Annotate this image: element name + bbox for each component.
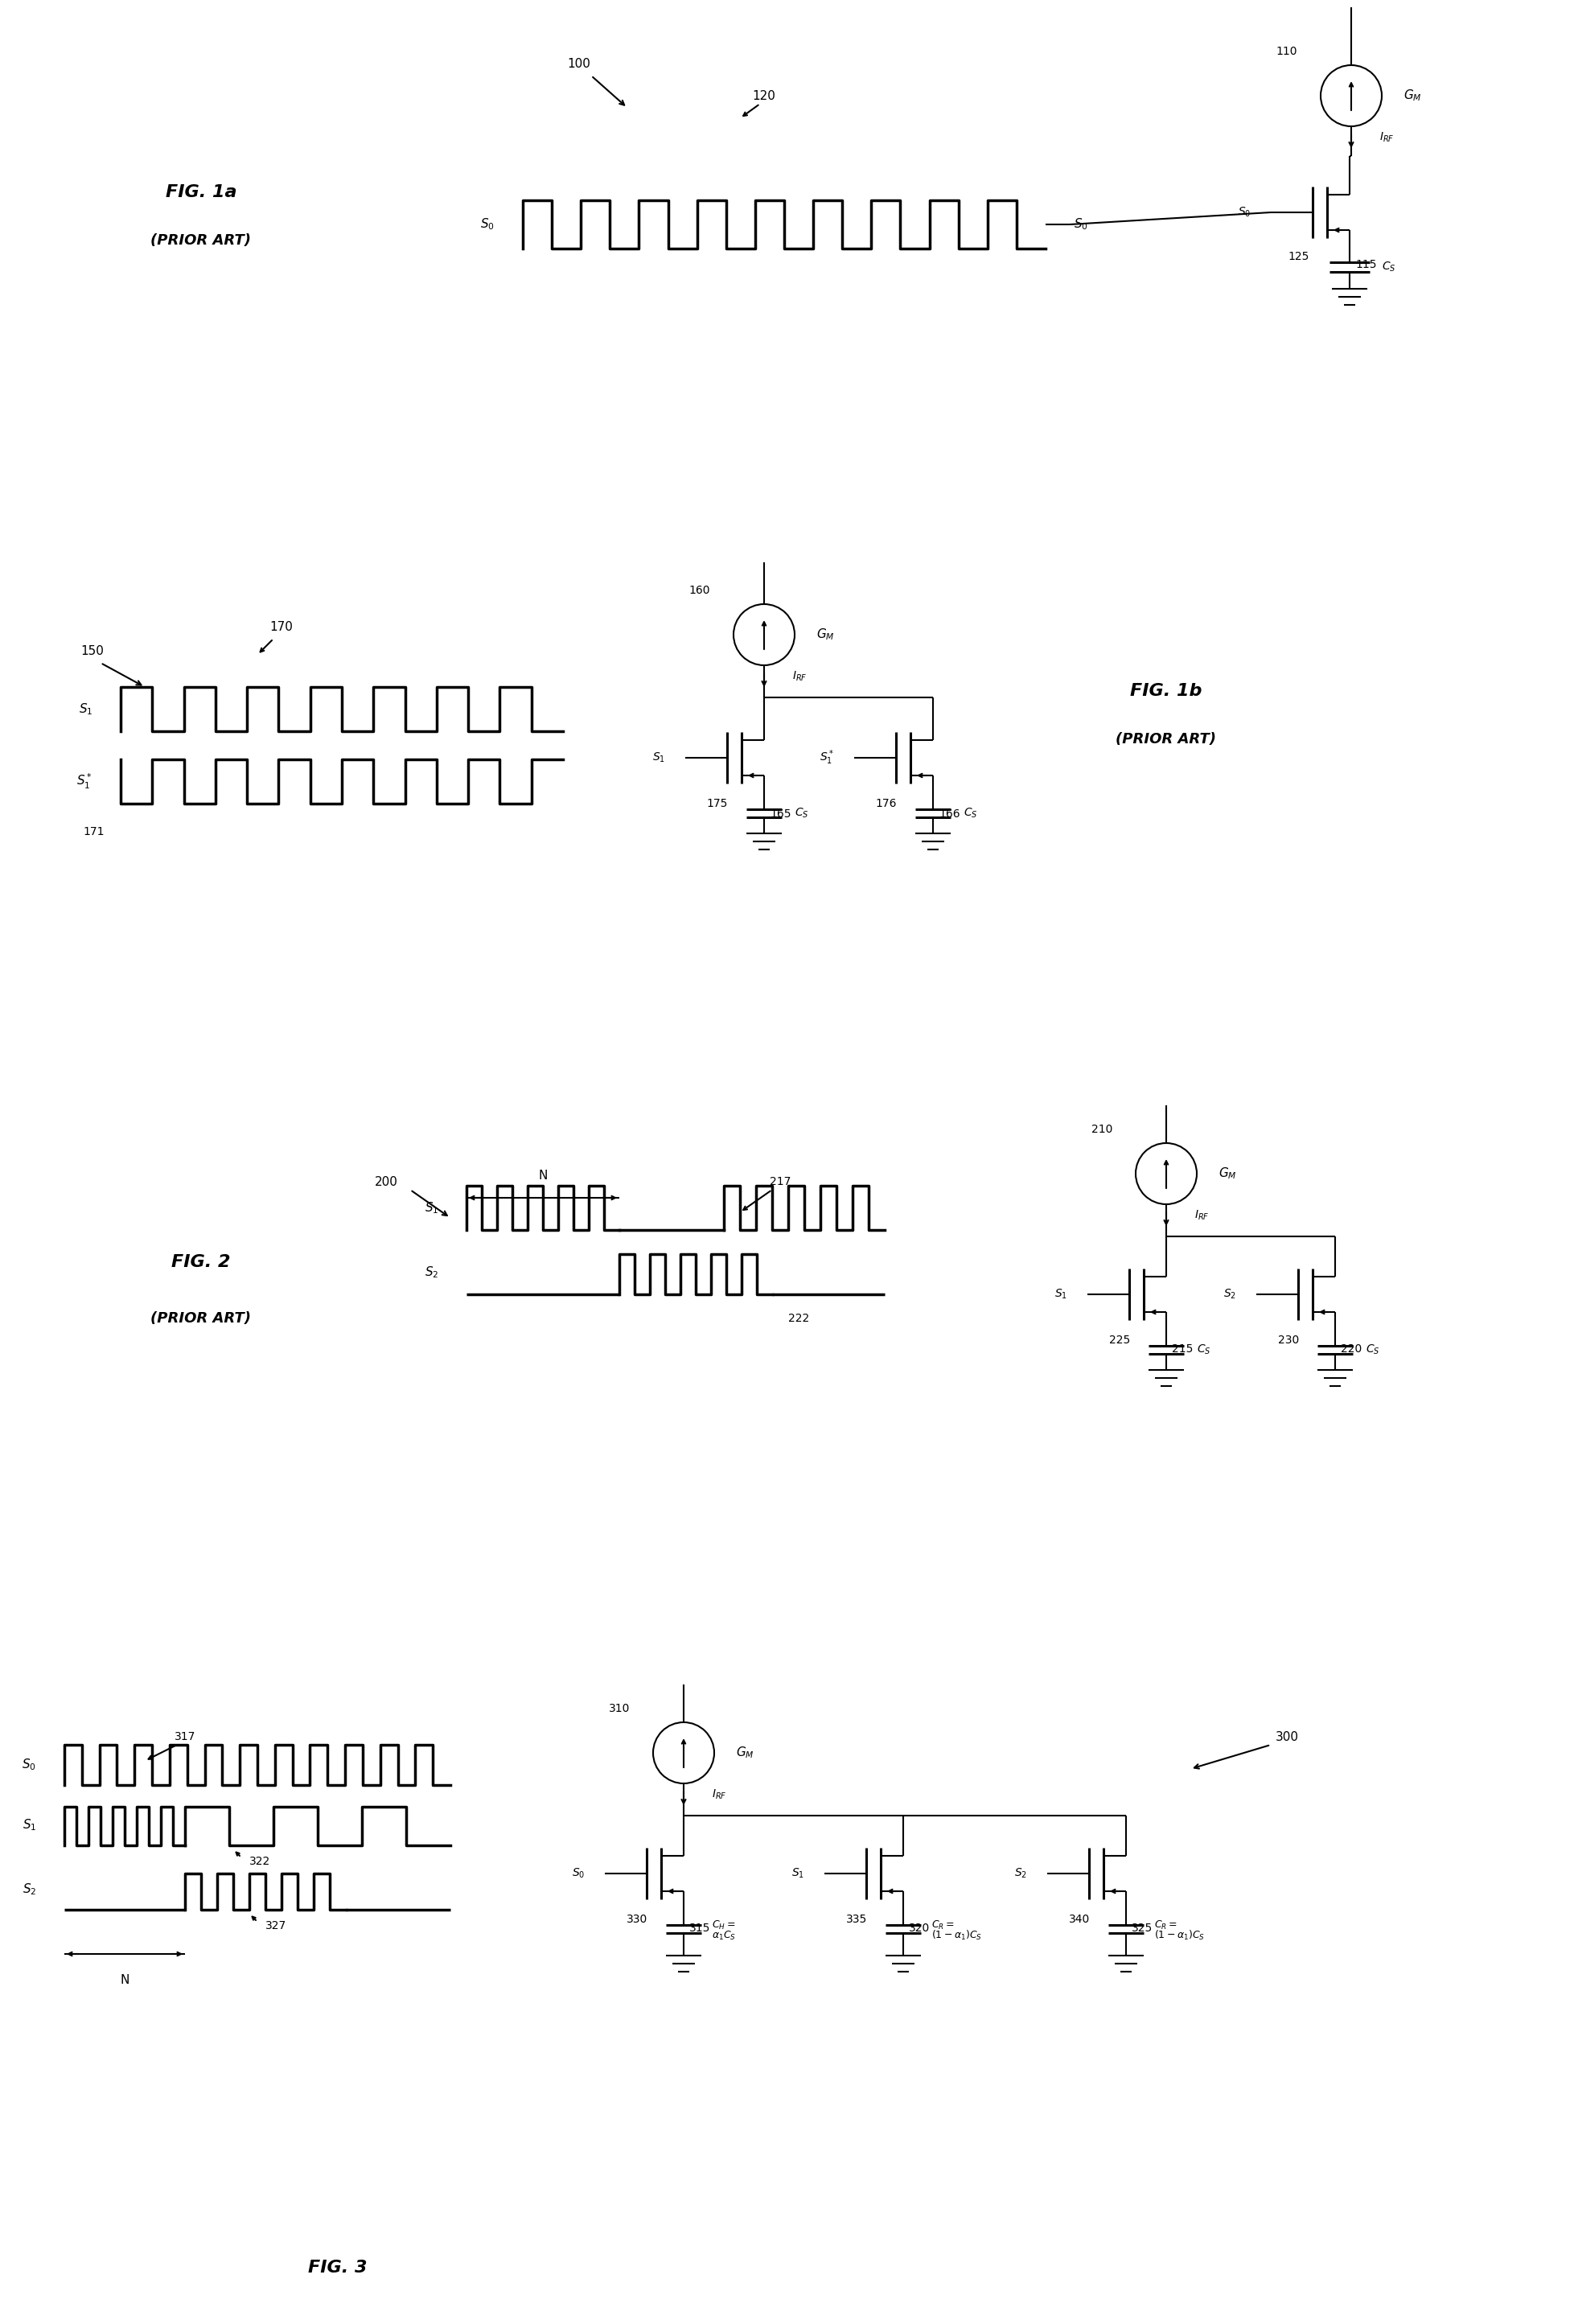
Text: $I_{RF}$: $I_{RF}$	[792, 669, 807, 683]
Text: 215: 215	[1171, 1343, 1193, 1355]
Text: 165: 165	[770, 809, 790, 820]
Text: 166: 166	[938, 809, 960, 820]
Text: $S_1$: $S_1$	[792, 1866, 804, 1880]
Text: N: N	[120, 1973, 129, 1985]
Text: 110: 110	[1275, 46, 1297, 58]
Text: $S_2$: $S_2$	[423, 1264, 438, 1281]
Text: $I_{RF}$: $I_{RF}$	[1193, 1208, 1209, 1222]
Text: 176: 176	[875, 797, 896, 809]
Text: $C_R=$: $C_R=$	[930, 1920, 954, 1931]
Text: 220: 220	[1339, 1343, 1362, 1355]
Text: 327: 327	[266, 1920, 286, 1931]
Text: $S_2$: $S_2$	[1223, 1287, 1236, 1301]
Text: $G_M$: $G_M$	[735, 1745, 754, 1759]
Text: (PRIOR ART): (PRIOR ART)	[151, 232, 252, 249]
Text: FIG. 1b: FIG. 1b	[1130, 683, 1201, 700]
Text: $C_S$: $C_S$	[1380, 260, 1395, 274]
Text: 170: 170	[269, 621, 293, 632]
Text: 317: 317	[175, 1731, 195, 1743]
Text: $I_{RF}$: $I_{RF}$	[1379, 130, 1393, 144]
Text: 210: 210	[1091, 1125, 1111, 1134]
Text: 322: 322	[249, 1857, 271, 1866]
Text: $G_M$: $G_M$	[1402, 88, 1421, 102]
Text: 125: 125	[1288, 251, 1308, 263]
Text: 120: 120	[752, 91, 776, 102]
Text: $C_S$: $C_S$	[1365, 1343, 1379, 1357]
Text: 300: 300	[1275, 1731, 1299, 1743]
Text: 225: 225	[1108, 1334, 1130, 1346]
Text: $S_0$: $S_0$	[480, 216, 494, 232]
Text: 320: 320	[908, 1922, 930, 1934]
Text: $S_2$: $S_2$	[1014, 1866, 1026, 1880]
Text: 150: 150	[80, 644, 104, 658]
Text: $S_0$: $S_0$	[1237, 207, 1250, 218]
Text: $S_1$: $S_1$	[22, 1817, 36, 1834]
Text: $C_S$: $C_S$	[795, 806, 809, 820]
Text: $S_1$: $S_1$	[652, 751, 664, 765]
Text: $C_S$: $C_S$	[963, 806, 977, 820]
Text: 100: 100	[567, 58, 590, 70]
Text: $S^*_1$: $S^*_1$	[77, 772, 93, 790]
Text: $(1-\alpha_1)C_S$: $(1-\alpha_1)C_S$	[1154, 1929, 1204, 1943]
Text: 325: 325	[1132, 1922, 1152, 1934]
Text: $I_{RF}$: $I_{RF}$	[711, 1787, 726, 1801]
Text: (PRIOR ART): (PRIOR ART)	[151, 1311, 252, 1325]
Text: $S_2$: $S_2$	[22, 1882, 36, 1896]
Text: $S_1$: $S_1$	[79, 702, 93, 716]
Text: 222: 222	[789, 1313, 809, 1325]
Text: 175: 175	[707, 797, 727, 809]
Text: N: N	[538, 1169, 548, 1181]
Text: 200: 200	[375, 1176, 398, 1188]
Text: $G_M$: $G_M$	[815, 627, 834, 641]
Text: 335: 335	[845, 1913, 867, 1924]
Text: FIG. 1a: FIG. 1a	[165, 184, 236, 200]
Text: $C_H=$: $C_H=$	[711, 1920, 735, 1931]
Text: 160: 160	[689, 586, 710, 595]
Text: 315: 315	[689, 1922, 710, 1934]
Text: 340: 340	[1069, 1913, 1089, 1924]
Text: $(1-\alpha_1)C_S$: $(1-\alpha_1)C_S$	[930, 1929, 982, 1943]
Text: 230: 230	[1277, 1334, 1299, 1346]
Text: $S_1$: $S_1$	[1055, 1287, 1067, 1301]
Text: FIG. 3: FIG. 3	[309, 2259, 367, 2275]
Text: FIG. 2: FIG. 2	[172, 1255, 230, 1271]
Text: $S_0$: $S_0$	[1073, 216, 1088, 232]
Text: 217: 217	[770, 1176, 790, 1188]
Text: 115: 115	[1355, 258, 1376, 270]
Text: 171: 171	[83, 825, 104, 837]
Text: 310: 310	[609, 1703, 630, 1715]
Text: 330: 330	[626, 1913, 647, 1924]
Text: $G_M$: $G_M$	[1218, 1167, 1236, 1181]
Text: $C_S$: $C_S$	[1196, 1343, 1210, 1357]
Text: $\alpha_1 C_S$: $\alpha_1 C_S$	[711, 1929, 735, 1941]
Text: (PRIOR ART): (PRIOR ART)	[1116, 732, 1215, 746]
Text: $S_1$: $S_1$	[423, 1202, 438, 1215]
Text: $S^*_1$: $S^*_1$	[818, 748, 834, 767]
Text: $C_R=$: $C_R=$	[1154, 1920, 1177, 1931]
Text: $S_0$: $S_0$	[22, 1757, 36, 1773]
Text: $S_0$: $S_0$	[571, 1866, 584, 1880]
